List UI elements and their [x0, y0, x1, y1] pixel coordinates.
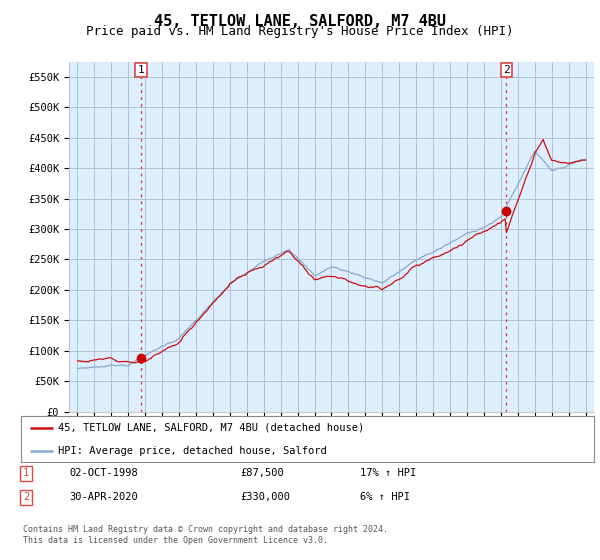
Text: 2: 2: [503, 65, 510, 75]
Text: 30-APR-2020: 30-APR-2020: [69, 492, 138, 502]
Text: £87,500: £87,500: [240, 468, 284, 478]
Text: HPI: Average price, detached house, Salford: HPI: Average price, detached house, Salf…: [58, 446, 327, 455]
Text: 17% ↑ HPI: 17% ↑ HPI: [360, 468, 416, 478]
Text: 2: 2: [23, 492, 29, 502]
Text: 1: 1: [137, 65, 145, 75]
Text: 45, TETLOW LANE, SALFORD, M7 4BU (detached house): 45, TETLOW LANE, SALFORD, M7 4BU (detach…: [58, 423, 364, 432]
Text: 02-OCT-1998: 02-OCT-1998: [69, 468, 138, 478]
Text: Contains HM Land Registry data © Crown copyright and database right 2024.
This d: Contains HM Land Registry data © Crown c…: [23, 525, 388, 545]
Text: 45, TETLOW LANE, SALFORD, M7 4BU: 45, TETLOW LANE, SALFORD, M7 4BU: [154, 14, 446, 29]
Text: 1: 1: [23, 468, 29, 478]
Text: Price paid vs. HM Land Registry's House Price Index (HPI): Price paid vs. HM Land Registry's House …: [86, 25, 514, 38]
Text: 6% ↑ HPI: 6% ↑ HPI: [360, 492, 410, 502]
Text: £330,000: £330,000: [240, 492, 290, 502]
